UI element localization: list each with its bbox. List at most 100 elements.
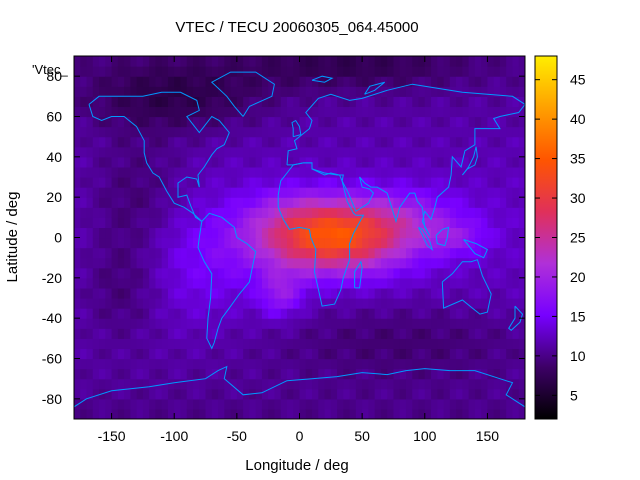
heatmap-cell bbox=[312, 237, 319, 249]
heatmap-cell bbox=[293, 298, 301, 309]
heatmap-cell bbox=[393, 187, 401, 198]
heatmap-cell bbox=[74, 257, 81, 269]
heatmap-cell bbox=[199, 166, 207, 178]
heatmap-cell bbox=[474, 227, 482, 239]
heatmap-cell bbox=[105, 298, 113, 309]
heatmap-cell bbox=[518, 368, 525, 380]
heatmap-cell bbox=[493, 187, 501, 198]
heatmap-cell bbox=[462, 408, 470, 419]
heatmap-cell bbox=[493, 368, 501, 380]
heatmap-cell bbox=[431, 277, 438, 289]
heatmap-cell bbox=[393, 398, 401, 410]
heatmap-cell bbox=[343, 378, 351, 390]
heatmap-cell bbox=[130, 66, 138, 77]
heatmap-cell bbox=[481, 237, 489, 249]
heatmap-cell bbox=[368, 328, 376, 339]
heatmap-cell bbox=[286, 358, 294, 370]
heatmap-cell bbox=[362, 86, 369, 97]
heatmap-cell bbox=[236, 187, 244, 198]
heatmap-cell bbox=[130, 277, 138, 289]
heatmap-cell bbox=[462, 287, 470, 299]
heatmap-cell bbox=[418, 197, 426, 208]
heatmap-cell bbox=[174, 177, 182, 188]
heatmap-cell bbox=[481, 388, 489, 400]
y-tick-label: -80 bbox=[42, 391, 62, 407]
heatmap-cell bbox=[124, 66, 131, 77]
heatmap-cell bbox=[268, 136, 276, 148]
heatmap-cell bbox=[399, 96, 407, 108]
heatmap-cell bbox=[393, 338, 401, 350]
heatmap-cell bbox=[368, 76, 376, 87]
heatmap-cell bbox=[362, 328, 369, 339]
heatmap-cell bbox=[136, 207, 144, 218]
heatmap-cell bbox=[305, 237, 313, 249]
heatmap-cell bbox=[412, 287, 420, 299]
heatmap-cell bbox=[142, 398, 150, 410]
heatmap-cell bbox=[305, 247, 313, 259]
heatmap-cell bbox=[355, 197, 363, 208]
heatmap-cell bbox=[418, 207, 426, 218]
heatmap-cell bbox=[499, 166, 507, 178]
heatmap-cell bbox=[506, 177, 514, 188]
heatmap-cell bbox=[161, 126, 169, 138]
heatmap-cell bbox=[74, 187, 81, 198]
heatmap-cell bbox=[224, 318, 232, 329]
heatmap-cell bbox=[487, 106, 495, 118]
heatmap-cell bbox=[167, 348, 175, 360]
heatmap-cell bbox=[337, 217, 344, 229]
heatmap-cell bbox=[318, 368, 326, 380]
heatmap-cell bbox=[236, 257, 244, 269]
heatmap-cell bbox=[261, 277, 269, 289]
heatmap-cell bbox=[487, 348, 495, 360]
heatmap-cell bbox=[130, 126, 138, 138]
heatmap-cell bbox=[243, 66, 250, 77]
heatmap-cell bbox=[249, 197, 257, 208]
heatmap-cell bbox=[155, 56, 163, 67]
heatmap-cell bbox=[456, 106, 463, 118]
heatmap-cell bbox=[243, 217, 250, 229]
heatmap-cell bbox=[74, 126, 81, 138]
heatmap-cell bbox=[374, 146, 382, 158]
y-tick-label: 60 bbox=[46, 109, 62, 125]
heatmap-cell bbox=[280, 358, 288, 370]
heatmap-cell bbox=[437, 166, 445, 178]
heatmap-cell bbox=[312, 166, 319, 178]
heatmap-cell bbox=[405, 76, 413, 87]
heatmap-cell bbox=[337, 177, 344, 188]
heatmap-cell bbox=[92, 116, 100, 128]
heatmap-cell bbox=[405, 378, 413, 390]
heatmap-cell bbox=[362, 308, 369, 319]
heatmap-cell bbox=[236, 227, 244, 239]
heatmap-cell bbox=[462, 358, 470, 370]
heatmap-cell bbox=[293, 247, 301, 259]
heatmap-cell bbox=[249, 318, 257, 329]
heatmap-cell bbox=[174, 308, 182, 319]
heatmap-cell bbox=[211, 237, 219, 249]
heatmap-cell bbox=[405, 298, 413, 309]
colorbar-tick-label: 40 bbox=[570, 111, 586, 127]
heatmap-cell bbox=[456, 318, 463, 329]
heatmap-cell bbox=[374, 86, 382, 97]
heatmap-cell bbox=[431, 76, 438, 87]
heatmap-cell bbox=[205, 136, 213, 148]
heatmap-cell bbox=[418, 267, 426, 279]
heatmap-cell bbox=[330, 217, 338, 229]
heatmap-cell bbox=[449, 126, 457, 138]
heatmap-cell bbox=[493, 86, 501, 97]
heatmap-cell bbox=[431, 237, 438, 249]
heatmap-cell bbox=[362, 277, 369, 289]
heatmap-cell bbox=[130, 408, 138, 419]
heatmap-cell bbox=[443, 368, 451, 380]
heatmap-cell bbox=[155, 358, 163, 370]
heatmap-cell bbox=[518, 96, 525, 108]
heatmap-cell bbox=[399, 328, 407, 339]
heatmap-cell bbox=[506, 358, 514, 370]
heatmap-cell bbox=[211, 126, 219, 138]
heatmap-cell bbox=[418, 96, 426, 108]
heatmap-cell bbox=[124, 348, 131, 360]
heatmap-cell bbox=[74, 197, 81, 208]
heatmap-cell bbox=[218, 378, 225, 390]
heatmap-cell bbox=[255, 136, 263, 148]
heatmap-cell bbox=[155, 66, 163, 77]
heatmap-cell bbox=[268, 298, 276, 309]
